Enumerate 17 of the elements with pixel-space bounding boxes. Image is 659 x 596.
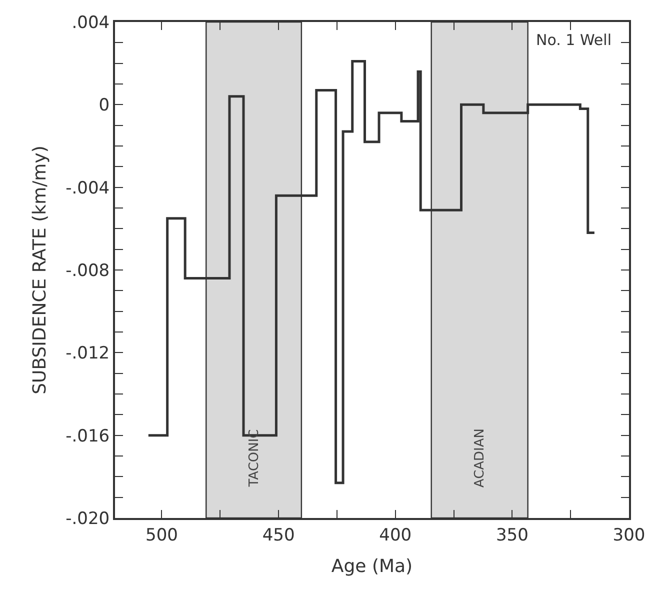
y-tick-label: -.012 bbox=[66, 344, 110, 364]
x-axis-title: Age (Ma) bbox=[331, 556, 413, 577]
y-tick-label: -.004 bbox=[66, 178, 110, 198]
y-tick-label: -.016 bbox=[66, 426, 110, 446]
y-axis-title: SUBSIDENCE RATE (km/my) bbox=[29, 146, 50, 394]
x-tick-label: 300 bbox=[612, 525, 646, 546]
y-tick-label: .004 bbox=[72, 12, 110, 33]
x-tick-label: 500 bbox=[146, 525, 178, 546]
y-tick-label: 0 bbox=[98, 96, 110, 116]
x-tick-label: 350 bbox=[496, 525, 528, 546]
annotation: No. 1 Well bbox=[536, 31, 612, 49]
y-tick-label: -.020 bbox=[66, 508, 110, 529]
x-tick-label: 450 bbox=[262, 525, 295, 546]
band-label: ACADIAN bbox=[472, 428, 488, 488]
band-label: TACONIC bbox=[246, 429, 262, 488]
x-tick-label: 400 bbox=[379, 525, 412, 546]
y-tick-label: -.008 bbox=[66, 260, 110, 281]
